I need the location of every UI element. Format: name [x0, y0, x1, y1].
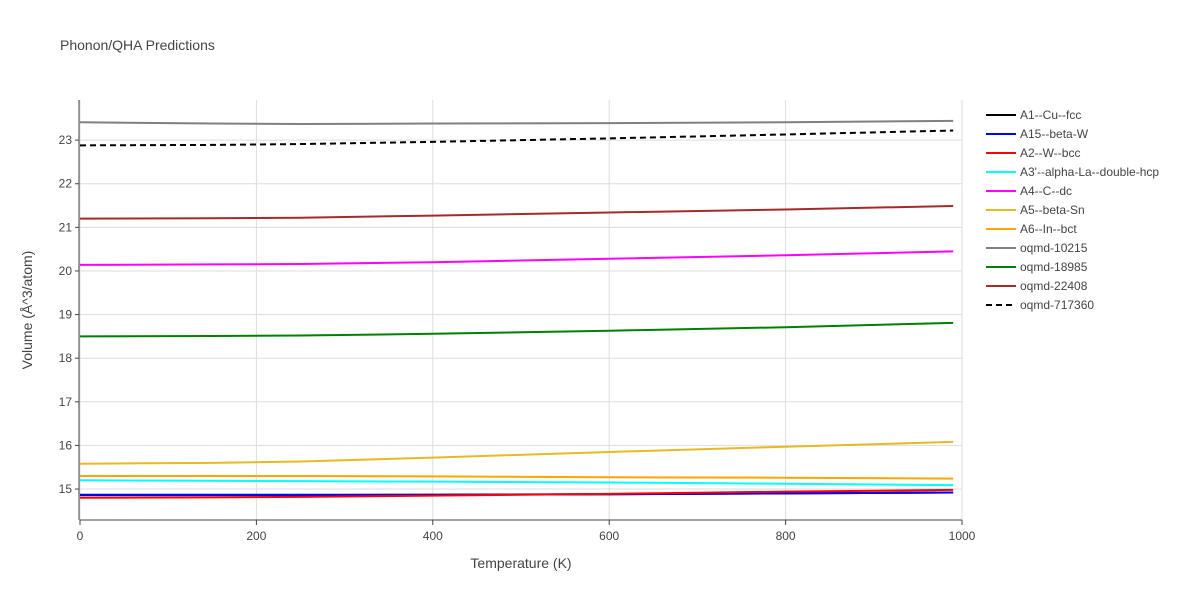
- line-series: [79, 204, 954, 220]
- line-series: [79, 129, 954, 147]
- x-tick-label: 600: [599, 529, 619, 543]
- line-series: [79, 250, 954, 266]
- y-tick-label: 18: [59, 351, 73, 365]
- x-tick-label: 800: [776, 529, 796, 543]
- chart-title: Phonon/QHA Predictions: [60, 37, 215, 53]
- x-tick-label: 200: [246, 529, 266, 543]
- y-tick-label: 21: [59, 220, 73, 234]
- x-tick-label: 0: [77, 529, 84, 543]
- legend-label: A6--In--bct: [1020, 222, 1077, 236]
- legend-label: A2--W--bcc: [1020, 146, 1080, 160]
- x-tick-label: 400: [423, 529, 443, 543]
- line-series: [79, 488, 954, 499]
- y-tick-label: 23: [59, 133, 73, 147]
- legend-label: A1--Cu--fcc: [1020, 108, 1081, 122]
- x-axis-label: Temperature (K): [470, 555, 571, 571]
- legend-label: A5--beta-Sn: [1020, 203, 1085, 217]
- y-tick-label: 19: [59, 308, 73, 322]
- y-tick-label: 16: [59, 438, 73, 452]
- y-tick-label: 22: [59, 177, 73, 191]
- legend-label: oqmd-18985: [1020, 260, 1088, 274]
- legend-label: oqmd-10215: [1020, 241, 1088, 255]
- line-series: [79, 440, 954, 465]
- legend-label: A3'--alpha-La--double-hcp: [1020, 165, 1159, 179]
- legend-label: A4--C--dc: [1020, 184, 1072, 198]
- line-series: [79, 479, 954, 487]
- legend-label: A15--beta-W: [1020, 127, 1089, 141]
- y-tick-label: 15: [59, 482, 73, 496]
- line-series: [79, 321, 954, 338]
- legend-label: oqmd-717360: [1020, 298, 1094, 312]
- legend-label: oqmd-22408: [1020, 279, 1088, 293]
- y-tick-label: 17: [59, 395, 73, 409]
- line-series: [80, 474, 954, 480]
- y-axis-label: Volume (Å^3/atom): [19, 251, 35, 370]
- x-tick-label: 1000: [949, 529, 976, 543]
- line-series: [79, 119, 954, 125]
- y-tick-label: 20: [59, 264, 73, 278]
